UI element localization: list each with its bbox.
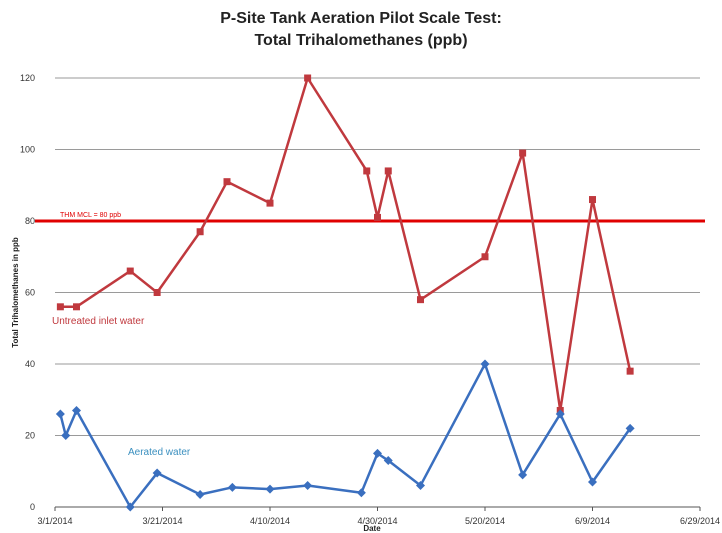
data-point-diamond: [416, 481, 425, 491]
data-point-diamond: [152, 468, 162, 478]
mcl-reference-label: THM MCL = 80 ppb: [60, 212, 121, 219]
y-tick-label: 40: [25, 359, 35, 369]
data-point-square: [481, 253, 489, 261]
data-point-diamond: [356, 488, 366, 498]
x-tick-label: 6/9/2014: [575, 516, 610, 526]
series-line-1: [59, 362, 632, 509]
data-point-square: [153, 289, 161, 296]
y-tick-label: 0: [30, 502, 35, 512]
data-point-diamond: [555, 409, 565, 419]
axes: [54, 506, 701, 511]
gridlines: [55, 77, 700, 508]
data-point-diamond: [373, 448, 382, 458]
chart-subtitle: Total Trihalomethanes (ppb): [254, 32, 468, 49]
data-point-square: [363, 167, 371, 175]
x-tick-label: 6/29/2014: [680, 516, 720, 526]
reference-line-group: THM MCL = 80 ppb: [35, 212, 705, 223]
x-axis-label: Date: [363, 524, 381, 533]
x-tick-label: 4/10/2014: [250, 516, 290, 526]
y-tick-label: 20: [25, 431, 35, 441]
x-tick-label: 5/20/2014: [465, 516, 505, 526]
data-point-diamond: [265, 484, 275, 494]
data-point-diamond: [588, 477, 597, 487]
data-point-diamond: [480, 359, 490, 369]
data-point-diamond: [195, 489, 205, 499]
data-point-square: [417, 296, 424, 304]
data-point-square: [374, 213, 381, 221]
data-point-square: [304, 74, 312, 82]
chart-title: P-Site Tank Aeration Pilot Scale Test:: [220, 10, 502, 27]
data-point-square: [73, 303, 80, 311]
series-label-aerated: Aerated water: [128, 447, 191, 458]
data-point-square: [519, 149, 527, 157]
data-point-square: [266, 199, 274, 207]
data-point-square: [126, 267, 134, 275]
y-tick-label: 80: [25, 216, 35, 226]
data-point-diamond: [125, 502, 135, 512]
data-point-diamond: [55, 409, 65, 419]
x-tick-label: 3/21/2014: [142, 516, 182, 526]
x-tick-label: 4/30/2014: [357, 516, 397, 526]
y-tick-label: 100: [20, 145, 35, 155]
data-point-square: [56, 303, 64, 311]
series-line-0: [60, 76, 632, 412]
x-tick-label: 3/1/2014: [37, 516, 72, 526]
data-point-diamond: [72, 405, 81, 415]
series-group: [55, 74, 635, 512]
data-point-square: [384, 167, 392, 175]
labels-group: 0 20 40 60 80 100 120 3/1/2014 3/21/2014 4/10/201…: [11, 73, 720, 533]
data-point-diamond: [625, 423, 635, 433]
data-point-square: [626, 367, 634, 375]
data-point-square: [589, 196, 596, 204]
data-point-diamond: [61, 431, 71, 440]
y-tick-label: 60: [25, 288, 35, 298]
data-point-diamond: [303, 481, 313, 491]
data-point-diamond: [518, 470, 528, 480]
data-point-square: [223, 178, 231, 186]
data-point-diamond: [227, 482, 237, 492]
series-label-untreated: Untreated inlet water: [52, 316, 145, 327]
y-axis-label: Total Trihalomethanes in ppb: [11, 237, 20, 348]
y-tick-label: 120: [20, 73, 35, 83]
data-point-diamond: [383, 456, 393, 466]
data-point-square: [196, 228, 204, 236]
